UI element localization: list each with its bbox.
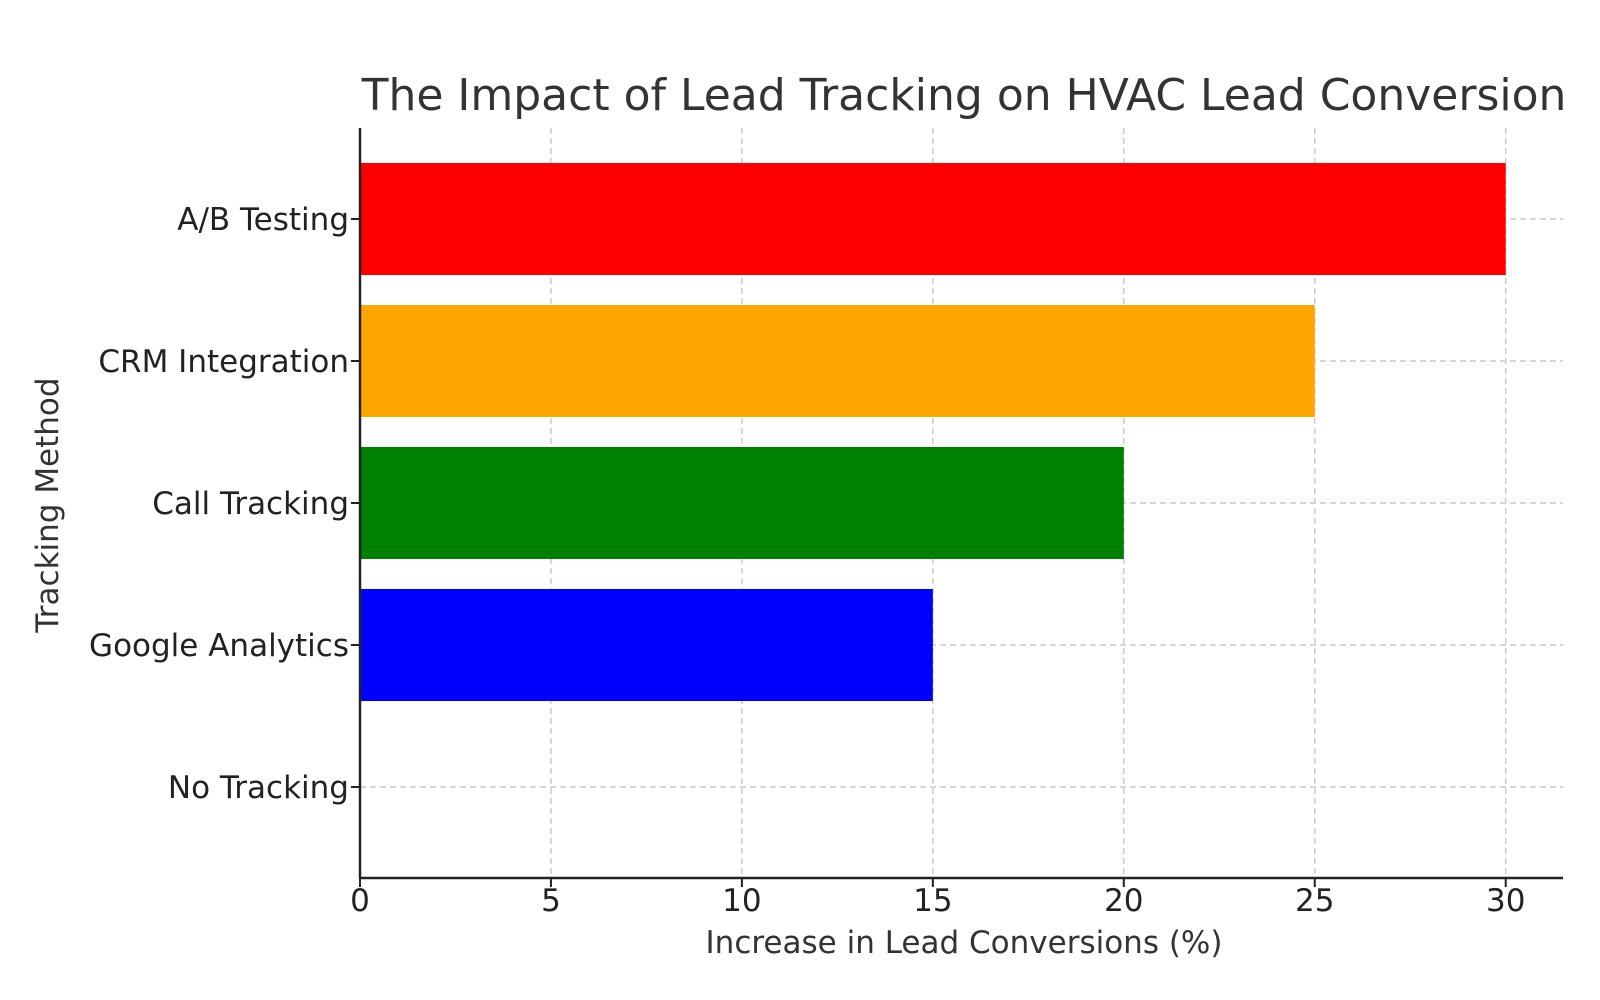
bar — [360, 305, 1315, 417]
y-tick-label: Call Tracking — [152, 486, 349, 522]
x-tick-label: 30 — [1486, 883, 1525, 919]
y-tick-label: Google Analytics — [89, 628, 349, 664]
chart-title: The Impact of Lead Tracking on HVAC Lead… — [361, 70, 1567, 121]
bar — [360, 163, 1506, 275]
x-tick-label: 0 — [350, 883, 370, 919]
y-tick-label: CRM Integration — [98, 344, 349, 380]
ticks: 0 5 10 15 20 25 30 No Tracking Google Analytics C… — [89, 202, 1525, 919]
bars — [360, 163, 1506, 701]
bar — [360, 447, 1124, 559]
y-tick-label: A/B Testing — [177, 202, 349, 238]
y-tick-label: No Tracking — [168, 770, 349, 806]
x-axis-label: Increase in Lead Conversions (%) — [706, 925, 1223, 961]
y-axis-label: Tracking Method — [30, 377, 66, 633]
x-tick-label: 25 — [1295, 883, 1334, 919]
x-tick-label: 10 — [722, 883, 761, 919]
x-tick-label: 15 — [913, 883, 952, 919]
x-tick-label: 5 — [541, 883, 561, 919]
x-tick-label: 20 — [1104, 883, 1143, 919]
bar — [360, 589, 933, 701]
